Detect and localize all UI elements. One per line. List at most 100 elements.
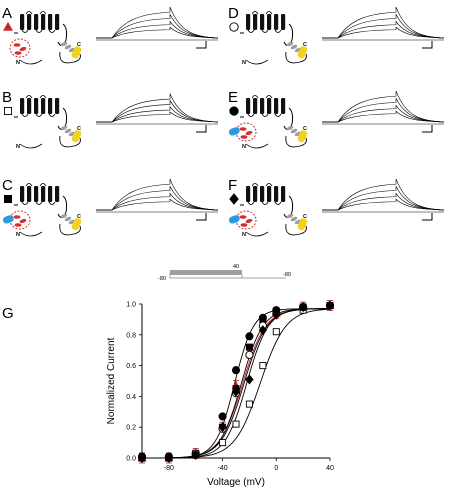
data-point-open-square	[232, 420, 240, 428]
panels-group: A N C B N C C N C D N C E N C F N C	[2, 5, 445, 238]
data-point-filled-circle	[231, 366, 241, 375]
red-helix	[19, 218, 27, 224]
grey-helix	[286, 213, 294, 219]
current-trace	[96, 192, 219, 211]
current-trace	[322, 186, 445, 211]
tm-segment	[274, 14, 279, 30]
tm-segment	[260, 186, 265, 202]
grey-helix	[64, 128, 72, 134]
y-tick-label: 0.4	[126, 394, 136, 401]
panel-letter: D	[228, 5, 239, 22]
scale-bar	[422, 41, 433, 49]
c-linker	[57, 23, 68, 46]
current-trace	[96, 6, 219, 39]
tm-segment	[267, 14, 272, 30]
red-helix	[239, 127, 247, 131]
data-point-filled-diamond	[272, 309, 281, 320]
data-point-filled-diamond	[325, 300, 335, 311]
grey-helix	[290, 216, 298, 222]
tm-segment	[34, 186, 39, 202]
transmembrane-segments	[240, 183, 294, 218]
tm-segment	[41, 98, 46, 114]
red-helix	[245, 130, 253, 136]
scale-bar	[196, 41, 207, 49]
panel-d: D N C	[228, 5, 445, 66]
current-trace	[322, 110, 445, 123]
c-linker	[57, 195, 68, 218]
data-point-filled-diamond	[164, 452, 174, 464]
current-traces	[322, 90, 445, 125]
c-tail	[285, 135, 307, 148]
current-trace	[96, 20, 219, 39]
y-tick-label: 0.6	[126, 363, 136, 370]
c-tail	[59, 135, 81, 148]
panel-letter: C	[2, 177, 13, 194]
c-linker	[57, 107, 68, 130]
data-point-filled-diamond	[191, 449, 200, 460]
tm-segment	[246, 186, 251, 202]
tm-loops	[247, 95, 282, 117]
grey-helix	[60, 125, 68, 131]
panel-marker-filled-diamond	[229, 193, 239, 205]
tm-segment	[34, 14, 39, 30]
tm-segment	[41, 186, 46, 202]
voltage-protocol: -80 40 -80	[158, 264, 291, 282]
data-point-open-circle	[245, 350, 254, 359]
tm-segment	[253, 186, 258, 202]
tm-segment	[274, 186, 279, 202]
yellow-domain	[297, 130, 308, 143]
tm-segment	[246, 14, 251, 30]
protocol-step-label: 40	[233, 264, 239, 270]
tm-segment	[281, 186, 286, 202]
n-terminus-label: N	[16, 144, 20, 150]
blue-domain	[228, 127, 240, 136]
tm-segment	[20, 98, 25, 114]
data-point-filled-circle	[258, 313, 267, 322]
transmembrane-segments	[240, 11, 294, 46]
y-tick-label: 0.0	[126, 456, 136, 463]
current-trace	[96, 26, 219, 39]
panel-b: B N C	[2, 89, 219, 150]
current-trace	[96, 198, 219, 211]
red-helix	[14, 223, 22, 227]
c-terminus-label: C	[77, 214, 81, 220]
grey-cnbhd-domain	[286, 125, 302, 137]
tm-segment	[55, 98, 60, 114]
panel-letter: A	[2, 5, 12, 22]
data-point-filled-circle	[245, 332, 254, 341]
n-terminus-label: N	[16, 60, 20, 66]
current-trace	[96, 100, 219, 123]
tm-segment	[20, 14, 25, 30]
blue-domain	[228, 215, 240, 224]
tm-segment	[48, 14, 53, 30]
red-helix	[240, 135, 248, 139]
tm-segment	[27, 98, 32, 114]
scale-bar	[422, 213, 433, 221]
current-traces	[96, 6, 219, 41]
grey-helix	[64, 216, 72, 222]
data-point-filled-diamond	[137, 452, 147, 464]
current-trace	[96, 111, 219, 123]
y-axis-label: Normalized Current	[106, 337, 117, 424]
n-terminus-label: N	[242, 60, 246, 66]
protocol-return-label: -80	[283, 272, 291, 278]
c-terminus-label: C	[303, 126, 307, 132]
c-terminus-label: C	[303, 42, 307, 48]
tm-segment	[253, 14, 258, 30]
current-trace	[322, 6, 445, 39]
panel-c: C N C	[2, 177, 219, 238]
red-helix	[13, 43, 21, 47]
c-tail	[285, 223, 307, 236]
red-helix	[19, 46, 27, 52]
c-terminus-label: C	[77, 42, 81, 48]
fit-curve-filled-diamond	[142, 308, 330, 459]
protocol-step-bar	[170, 270, 242, 275]
c-terminus-label: C	[77, 126, 81, 132]
data-point-open-square	[245, 400, 253, 408]
tm-segment	[27, 186, 32, 202]
data-point-open-square	[219, 439, 227, 447]
current-traces	[96, 93, 219, 125]
tm-segment	[267, 98, 272, 114]
tm-loops	[21, 11, 56, 33]
yellow-domain	[71, 130, 82, 143]
